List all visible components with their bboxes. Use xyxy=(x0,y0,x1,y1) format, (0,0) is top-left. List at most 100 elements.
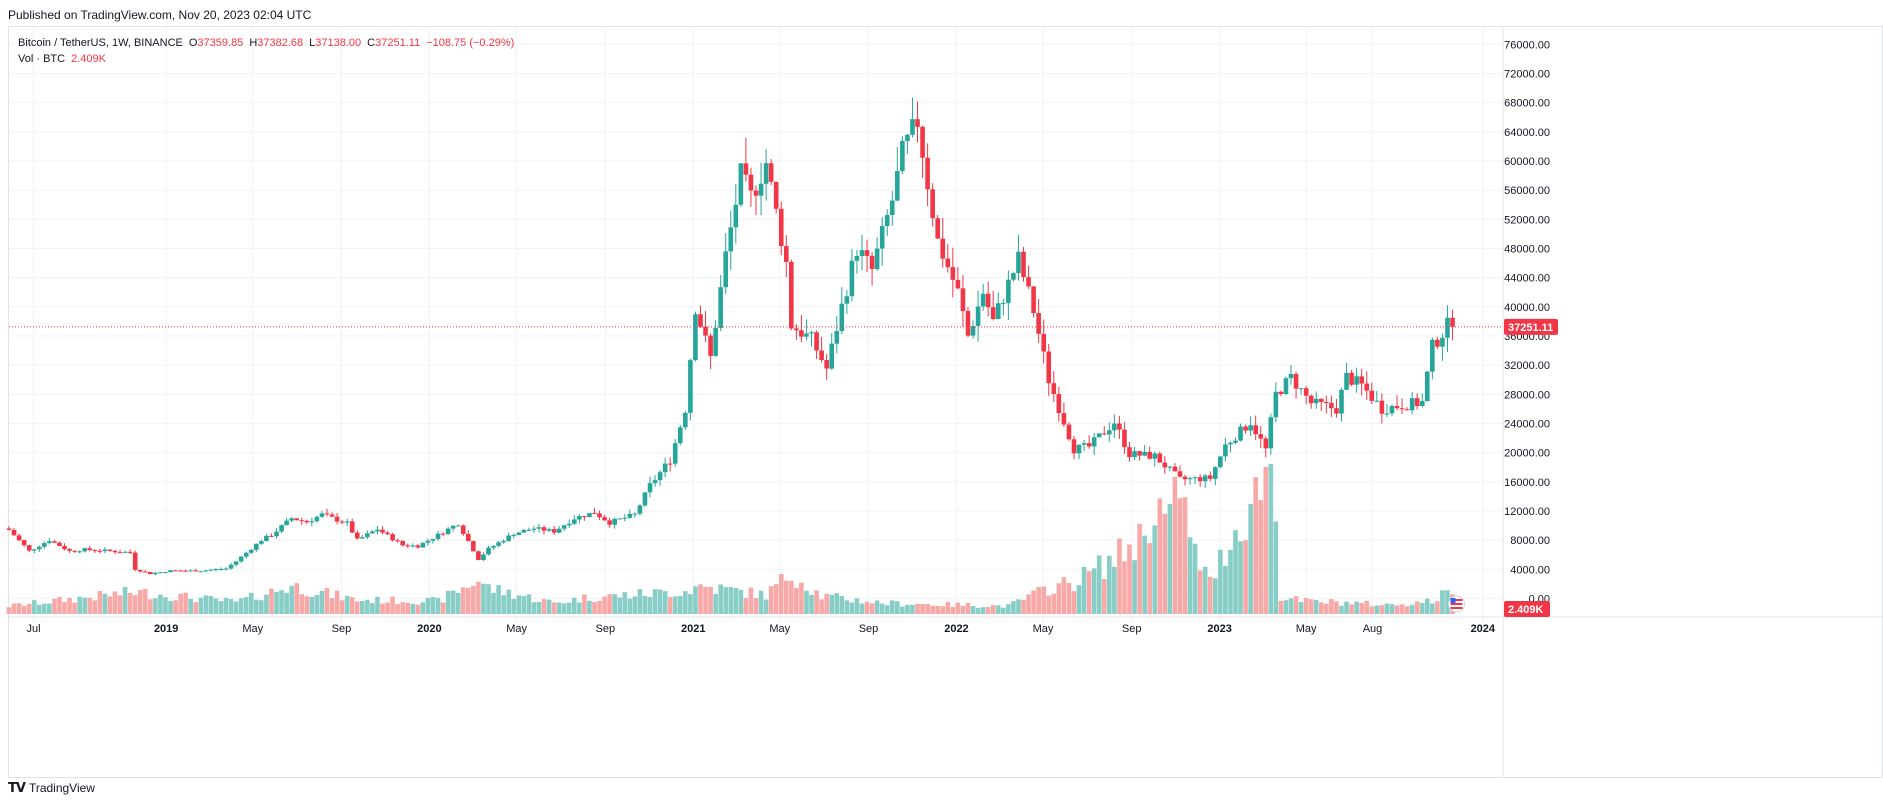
candle-body xyxy=(1061,413,1067,425)
volume-bar xyxy=(274,591,279,614)
volume-bar xyxy=(1036,586,1041,614)
candle-body xyxy=(410,545,416,547)
symbol-title[interactable]: Bitcoin / TetherUS, 1W, BINANCE xyxy=(18,37,183,49)
volume-bar xyxy=(794,587,799,614)
x-tick-label: May xyxy=(1296,623,1317,635)
volume-bar xyxy=(168,601,173,614)
candle-body xyxy=(985,293,991,308)
volume-bar xyxy=(269,588,274,614)
volume-bar xyxy=(556,602,562,614)
candle-body xyxy=(1293,373,1299,389)
candle-body xyxy=(1354,376,1359,385)
volume-bar xyxy=(1409,604,1415,614)
volume-bar xyxy=(910,604,915,614)
volume-bar xyxy=(360,600,365,614)
volume-bar xyxy=(667,597,673,614)
candle-body xyxy=(173,570,178,572)
volume-bar xyxy=(496,585,501,614)
volume-bar xyxy=(31,600,37,614)
x-tick-label: Sep xyxy=(596,623,616,635)
volume-bar xyxy=(783,580,789,614)
footer-brand[interactable]: TradingView xyxy=(28,781,95,795)
candle-body xyxy=(1096,433,1102,438)
candle-body xyxy=(1233,440,1238,443)
volume-bar xyxy=(67,597,72,614)
volume-bar xyxy=(925,603,930,614)
candle-body xyxy=(1066,424,1072,440)
candle-body xyxy=(380,529,385,533)
candle-body xyxy=(688,360,693,413)
candle-body xyxy=(1101,433,1107,435)
volume-bar xyxy=(385,602,390,614)
volume-bar xyxy=(243,597,249,614)
volume-bar xyxy=(218,601,224,614)
tradingview-logo-icon[interactable]: 𝗧𝗩 xyxy=(8,780,26,795)
volume-bar xyxy=(233,601,239,614)
volume-bar xyxy=(541,599,547,614)
y-tick-label: 40000.00 xyxy=(1504,302,1550,314)
candle-body xyxy=(794,328,799,331)
candle-body xyxy=(400,540,405,546)
candle-body xyxy=(107,549,113,551)
volume-bar xyxy=(895,601,900,614)
volume-bar xyxy=(985,607,991,614)
volume-bar xyxy=(1243,540,1248,614)
candle-body xyxy=(642,492,648,506)
candle-body xyxy=(970,325,976,336)
candle-body xyxy=(314,516,320,522)
volume-bar xyxy=(1122,561,1127,614)
candle-body xyxy=(1435,339,1440,347)
volume-bar xyxy=(612,594,617,614)
volume-bar xyxy=(869,603,875,614)
volume-bar xyxy=(1046,595,1052,614)
volume-bar xyxy=(677,595,683,614)
volume-label[interactable]: Vol · BTC xyxy=(18,53,66,65)
candle-body xyxy=(228,564,234,569)
volume-bar xyxy=(420,602,426,614)
y-tick-label: 16000.00 xyxy=(1504,477,1550,489)
candle-body xyxy=(723,251,729,288)
x-tick-label: 2024 xyxy=(1471,623,1496,635)
volume-bar xyxy=(476,581,481,614)
volume-bar xyxy=(1334,601,1339,614)
volume-bar xyxy=(940,606,946,614)
candle-body xyxy=(344,521,350,523)
candle-body xyxy=(1177,471,1183,477)
candle-body xyxy=(844,296,850,304)
volume-bar xyxy=(980,607,986,614)
candle-body xyxy=(466,534,471,542)
volume-bar xyxy=(57,596,62,614)
candle-body xyxy=(698,314,703,327)
candle-body xyxy=(148,571,153,575)
high-label: H xyxy=(249,37,258,49)
candle-body xyxy=(87,548,93,551)
volume-bar xyxy=(365,599,370,614)
volume-bar xyxy=(1379,605,1385,614)
candle-body xyxy=(1424,371,1430,402)
candle-body xyxy=(238,556,244,562)
volume-bar xyxy=(990,604,996,614)
candle-body xyxy=(829,343,835,369)
candle-body xyxy=(122,551,128,553)
candle-body xyxy=(233,561,239,565)
volume-bar xyxy=(395,604,400,614)
candle-body xyxy=(662,463,668,473)
candle-body xyxy=(1006,279,1011,304)
candle-body xyxy=(223,568,229,570)
volume-bar xyxy=(617,597,623,614)
volume-bar xyxy=(294,583,299,614)
volume-bar xyxy=(753,598,759,614)
y-tick-label: 32000.00 xyxy=(1504,360,1550,372)
candle-body xyxy=(57,542,62,547)
candle-body xyxy=(955,279,961,289)
candle-body xyxy=(804,333,809,337)
y-tick-label: 4000.00 xyxy=(1510,564,1550,576)
x-tick-label: 2022 xyxy=(944,623,968,635)
volume-bar xyxy=(390,596,395,614)
volume-bar xyxy=(587,600,592,614)
volume-bar xyxy=(132,595,138,614)
candle-body xyxy=(945,258,951,268)
volume-bar xyxy=(516,595,522,614)
volume-bar xyxy=(1430,603,1435,614)
